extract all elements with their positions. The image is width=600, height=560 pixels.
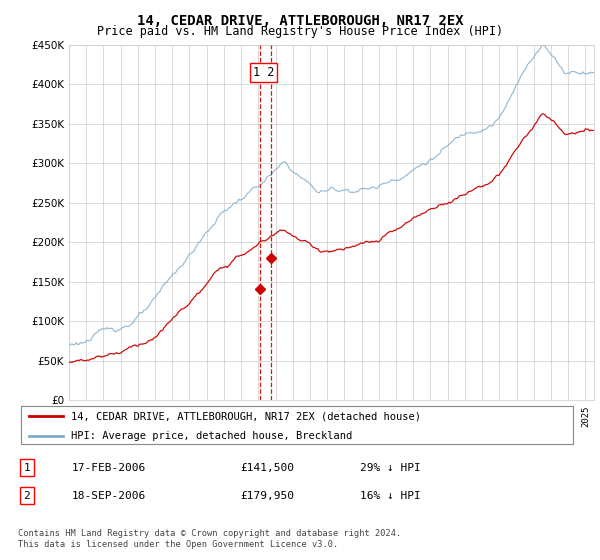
Text: £179,950: £179,950 xyxy=(240,491,294,501)
Text: 1: 1 xyxy=(23,463,31,473)
Text: 1 2: 1 2 xyxy=(253,66,274,79)
Text: Contains HM Land Registry data © Crown copyright and database right 2024.
This d: Contains HM Land Registry data © Crown c… xyxy=(18,529,401,549)
Text: 16% ↓ HPI: 16% ↓ HPI xyxy=(360,491,421,501)
Text: 17-FEB-2006: 17-FEB-2006 xyxy=(72,463,146,473)
Text: 18-SEP-2006: 18-SEP-2006 xyxy=(72,491,146,501)
Text: £141,500: £141,500 xyxy=(240,463,294,473)
Text: 14, CEDAR DRIVE, ATTLEBOROUGH, NR17 2EX (detached house): 14, CEDAR DRIVE, ATTLEBOROUGH, NR17 2EX … xyxy=(71,411,421,421)
Text: Price paid vs. HM Land Registry's House Price Index (HPI): Price paid vs. HM Land Registry's House … xyxy=(97,25,503,38)
Text: 14, CEDAR DRIVE, ATTLEBOROUGH, NR17 2EX: 14, CEDAR DRIVE, ATTLEBOROUGH, NR17 2EX xyxy=(137,14,463,28)
Text: HPI: Average price, detached house, Breckland: HPI: Average price, detached house, Brec… xyxy=(71,431,352,441)
Text: 2: 2 xyxy=(23,491,31,501)
Text: 29% ↓ HPI: 29% ↓ HPI xyxy=(360,463,421,473)
FancyBboxPatch shape xyxy=(21,406,573,444)
